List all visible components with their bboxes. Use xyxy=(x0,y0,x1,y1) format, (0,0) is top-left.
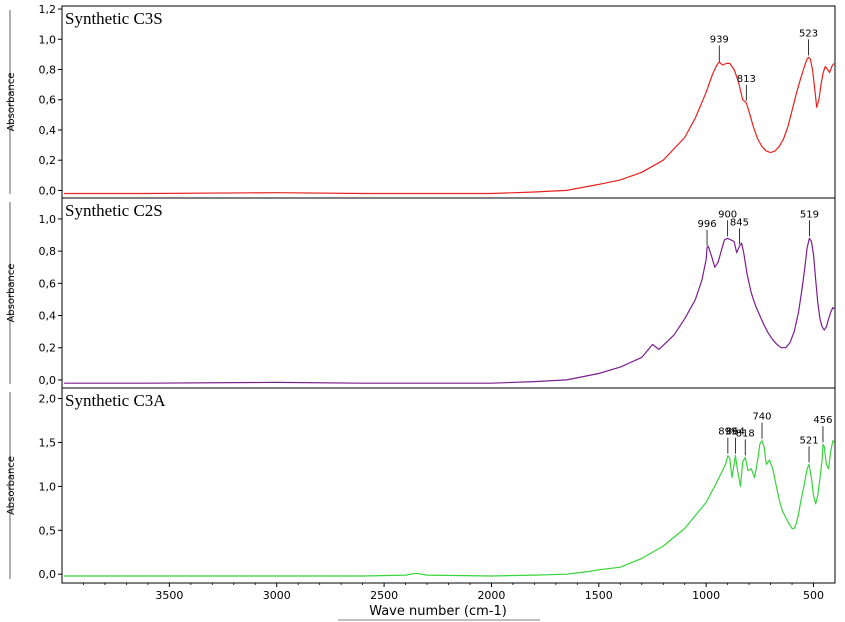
y-tick-label: 0,8 xyxy=(39,63,57,76)
y-axis-label: Absorbance xyxy=(6,456,17,515)
panel-title: Synthetic C2S xyxy=(65,201,163,220)
panel-title: Synthetic C3A xyxy=(65,391,166,410)
y-axis-label: Absorbance xyxy=(6,72,17,131)
x-tick-label: 3500 xyxy=(155,589,183,602)
y-tick-label: 1,0 xyxy=(39,33,57,46)
y-tick-label: 0,2 xyxy=(39,154,57,167)
y-tick-label: 2,0 xyxy=(39,393,57,406)
peak-label: 740 xyxy=(752,412,771,423)
x-tick-label: 1000 xyxy=(692,589,720,602)
panel-title: Synthetic C3S xyxy=(65,9,163,28)
peak-label: 521 xyxy=(799,435,818,446)
x-tick-label: 3000 xyxy=(263,589,291,602)
y-axis-label: Absorbance xyxy=(6,263,17,322)
y-tick-label: 0,0 xyxy=(39,374,57,387)
x-tick-label: 2500 xyxy=(370,589,398,602)
x-axis-title: Wave number (cm-1) xyxy=(369,604,507,619)
peak-label: 813 xyxy=(737,74,756,85)
peak-label: 845 xyxy=(730,217,749,228)
peak-label: 523 xyxy=(799,28,818,39)
y-tick-label: 0,6 xyxy=(39,277,57,290)
y-tick-label: 0,4 xyxy=(39,310,57,323)
y-tick-label: 0,8 xyxy=(39,245,57,258)
y-tick-label: 0,2 xyxy=(39,342,57,355)
x-tick-label: 1500 xyxy=(585,589,613,602)
peak-label: 456 xyxy=(813,415,832,426)
x-tick-label: 2000 xyxy=(477,589,505,602)
peak-label: 519 xyxy=(800,209,819,220)
y-tick-label: 1,5 xyxy=(39,436,57,449)
y-tick-label: 1,0 xyxy=(39,213,57,226)
y-tick-label: 0,4 xyxy=(39,124,57,137)
y-tick-label: 0,5 xyxy=(39,524,57,537)
y-tick-label: 0,6 xyxy=(39,94,57,107)
y-tick-label: 1,0 xyxy=(39,480,57,493)
peak-label: 996 xyxy=(697,219,716,230)
peak-label: 939 xyxy=(710,34,729,45)
y-tick-label: 1,2 xyxy=(39,3,57,16)
peak-label: 818 xyxy=(736,428,755,439)
y-tick-label: 0,0 xyxy=(39,568,57,581)
x-tick-label: 500 xyxy=(803,589,824,602)
y-tick-label: 0,0 xyxy=(39,184,57,197)
